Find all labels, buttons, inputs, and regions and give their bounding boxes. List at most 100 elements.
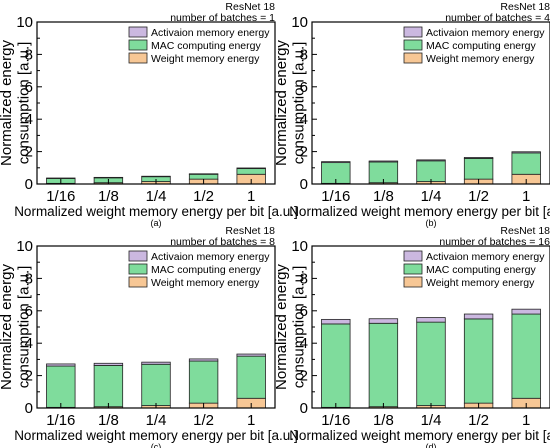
y-axis-label-line: consumption [a.u.] bbox=[290, 266, 307, 389]
x-tick-label: 1/16 bbox=[46, 412, 75, 429]
legend-swatch-weight bbox=[128, 276, 148, 288]
y-tick-label: 0 bbox=[25, 176, 33, 193]
bar-activation-4 bbox=[511, 308, 541, 315]
y-tick-label: 8 bbox=[25, 46, 33, 63]
bar-mac-3 bbox=[188, 360, 219, 404]
bar-activation-4 bbox=[511, 151, 541, 154]
y-tick-label: 6 bbox=[25, 303, 33, 320]
y-axis-label-line: Normalized energy bbox=[273, 40, 290, 166]
y-tick-label: 8 bbox=[300, 270, 308, 287]
bar-activation-1 bbox=[93, 362, 124, 366]
bar-mac-3 bbox=[188, 173, 219, 180]
x-tick-label: 1/2 bbox=[193, 188, 214, 205]
y-tick-label: 6 bbox=[25, 79, 33, 96]
legend-label-activation: Activaion memory energy bbox=[151, 251, 270, 263]
y-tick-label: 6 bbox=[300, 303, 308, 320]
x-axis-label: Normalized weight memory energy per bit … bbox=[289, 428, 550, 443]
x-tick-label: 1/2 bbox=[468, 188, 489, 205]
x-tick-label: 1 bbox=[247, 412, 255, 429]
y-tick-label: 2 bbox=[25, 368, 33, 385]
legend-swatch-mac bbox=[403, 39, 423, 51]
y-tick-label: 6 bbox=[300, 79, 308, 96]
bar-activation-2 bbox=[416, 317, 446, 323]
legend-swatch-activation bbox=[403, 26, 423, 38]
y-axis-label-line: Normalized energy bbox=[0, 40, 15, 166]
y-axis-label: Normalized energyconsumption [a.u.] bbox=[273, 264, 307, 390]
bar-mac-4 bbox=[511, 152, 541, 175]
bar-mac-3 bbox=[463, 158, 494, 180]
legend-swatch-mac bbox=[128, 39, 148, 51]
bar-mac-2 bbox=[416, 321, 446, 406]
y-axis-label-line: Normalized energy bbox=[0, 264, 15, 390]
y-axis-label: Normalized energyconsumption [a.u.] bbox=[0, 40, 32, 166]
bar-activation-0 bbox=[46, 363, 76, 367]
y-tick-label: 0 bbox=[300, 176, 308, 193]
legend-swatch-activation bbox=[128, 250, 148, 262]
y-axis-label: Normalized energyconsumption [a.u.] bbox=[0, 264, 32, 390]
bar-mac-4 bbox=[236, 355, 266, 399]
y-tick-label: 0 bbox=[300, 400, 308, 417]
legend-swatch-mac bbox=[128, 263, 148, 275]
bar-activation-3 bbox=[188, 358, 219, 362]
batches-annotation: number of batches = 16 bbox=[439, 236, 550, 248]
x-axis-label: Normalized weight memory energy per bit … bbox=[289, 204, 550, 219]
bar-mac-1 bbox=[368, 322, 399, 408]
bar-mac-4 bbox=[236, 168, 266, 175]
legend-label-mac: MAC computing energy bbox=[151, 264, 261, 276]
legend-label-mac: MAC computing energy bbox=[151, 40, 261, 52]
y-tick-label: 10 bbox=[16, 238, 33, 255]
legend-label-weight: Weight memory energy bbox=[426, 53, 535, 65]
y-tick-label: 2 bbox=[300, 368, 308, 385]
bar-mac-0 bbox=[321, 323, 351, 408]
legend-label-activation: Activaion memory energy bbox=[426, 251, 545, 263]
bar-activation-3 bbox=[463, 157, 494, 159]
y-tick-label: 4 bbox=[300, 111, 308, 128]
y-axis-label-line: Normalized energy bbox=[273, 264, 290, 390]
bar-mac-0 bbox=[46, 365, 76, 408]
bar-mac-3 bbox=[463, 318, 494, 404]
legend-swatch-activation bbox=[403, 250, 423, 262]
x-tick-label: 1/8 bbox=[98, 188, 119, 205]
x-tick-label: 1/4 bbox=[146, 188, 167, 205]
bar-activation-0 bbox=[321, 161, 351, 164]
bar-mac-2 bbox=[141, 363, 171, 406]
legend-swatch-mac bbox=[403, 263, 423, 275]
model-annotation: ResNet 18 bbox=[500, 225, 550, 237]
panel-label: (a) bbox=[151, 218, 162, 228]
y-tick-label: 4 bbox=[25, 335, 33, 352]
x-tick-label: 1/4 bbox=[421, 412, 442, 429]
legend-swatch-weight bbox=[403, 276, 423, 288]
y-tick-label: 0 bbox=[25, 400, 33, 417]
legend-swatch-weight bbox=[403, 52, 423, 64]
legend-label-weight: Weight memory energy bbox=[151, 53, 260, 65]
batches-annotation: number of batches = 4 bbox=[445, 12, 550, 24]
x-tick-label: 1/2 bbox=[468, 412, 489, 429]
x-axis-label: Normalized weight memory energy per bit … bbox=[14, 204, 298, 219]
y-tick-label: 2 bbox=[300, 144, 308, 161]
bar-mac-2 bbox=[416, 160, 446, 182]
batches-annotation: number of batches = 8 bbox=[170, 236, 275, 248]
y-tick-label: 10 bbox=[291, 14, 308, 31]
bar-activation-1 bbox=[368, 160, 399, 163]
y-tick-label: 10 bbox=[291, 238, 308, 255]
y-tick-label: 2 bbox=[25, 144, 33, 161]
chart-panel-d: Normalized energyconsumption [a.u.] 0 2 4 6 8… bbox=[273, 225, 550, 448]
bar-activation-4 bbox=[236, 353, 266, 357]
plot-frame bbox=[311, 245, 550, 409]
chart-panel-c: Normalized energyconsumption [a.u.]02468… bbox=[0, 225, 298, 448]
x-tick-label: 1/4 bbox=[146, 412, 167, 429]
panel-label: (d) bbox=[426, 442, 437, 448]
legend-swatch-weight bbox=[128, 52, 148, 64]
y-tick-label: 4 bbox=[300, 335, 308, 352]
legend-label-weight: Weight memory energy bbox=[151, 277, 260, 289]
x-tick-label: 1/8 bbox=[373, 188, 394, 205]
bar-activation-3 bbox=[463, 313, 494, 320]
bar-mac-1 bbox=[93, 364, 124, 408]
x-tick-label: 1/16 bbox=[46, 188, 75, 205]
x-tick-label: 1/4 bbox=[421, 188, 442, 205]
plot-frame bbox=[311, 21, 550, 185]
batches-annotation: number of batches = 1 bbox=[170, 12, 275, 24]
